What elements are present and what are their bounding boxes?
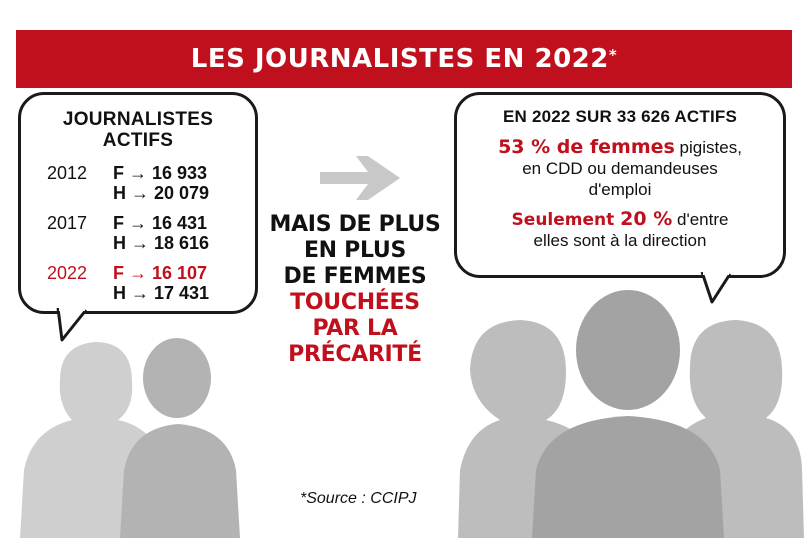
person-silhouette-icon: [120, 338, 240, 538]
bubble-tail-right: [700, 272, 732, 304]
right-bubble-title: EN 2022 SUR 33 626 ACTIFS: [503, 107, 737, 126]
center-statement: MAIS DE PLUS EN PLUS DE FEMMES TOUCHÉES …: [269, 212, 441, 367]
banner-title: LES JOURNALISTES EN 2022 *: [190, 44, 618, 74]
year-row-2017: 2017 F → 16 431 H → 18 616: [47, 213, 210, 253]
year-row-2012: 2012 F → 16 933 H → 20 079: [47, 163, 210, 203]
right-arrow-icon: [320, 156, 400, 200]
year-row-2022: 2022 F → 16 107 H → 17 431: [47, 263, 210, 303]
speech-bubble-right: EN 2022 SUR 33 626 ACTIFS 53 % de femmes…: [454, 92, 786, 278]
stat-women-direction: Seulement 20 % d'entre: [511, 208, 729, 230]
person-silhouette-icon: [532, 290, 724, 538]
source-note: *Source : CCIPJ: [300, 490, 417, 507]
title-banner: LES JOURNALISTES EN 2022 *: [16, 30, 792, 88]
stat-women-freelance: 53 % de femmes pigistes,: [498, 136, 742, 158]
speech-bubble-left: JOURNALISTES ACTIFS 2012 F → 16 933 H → …: [18, 92, 258, 314]
bubble-tail-left: [56, 308, 88, 342]
left-bubble-title: JOURNALISTES ACTIFS: [62, 109, 214, 151]
